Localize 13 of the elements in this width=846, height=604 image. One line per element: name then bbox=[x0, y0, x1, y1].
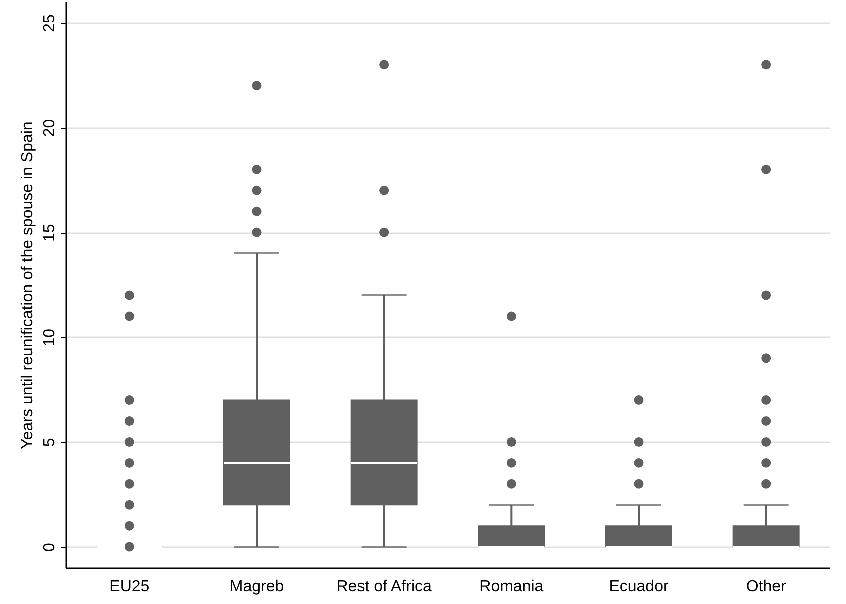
x-tick-label: Romania bbox=[480, 578, 544, 596]
y-axis-title: Years until reunification of the spouse in Spain bbox=[20, 122, 36, 450]
x-tick-label: Rest of Africa bbox=[336, 578, 432, 596]
x-tick-label: Ecuador bbox=[609, 578, 670, 596]
y-tick-label: 5 bbox=[42, 438, 58, 448]
y-tick-label: 10 bbox=[42, 328, 58, 347]
x-tick-label: Magreb bbox=[230, 578, 284, 596]
y-tick-label: 25 bbox=[42, 14, 58, 32]
y-tick-label: 20 bbox=[42, 119, 58, 138]
x-tick-label: Other bbox=[746, 578, 788, 596]
y-tick-label: 0 bbox=[42, 542, 58, 552]
x-tick-label: EU25 bbox=[110, 578, 150, 596]
y-tick-label: 15 bbox=[42, 224, 58, 242]
